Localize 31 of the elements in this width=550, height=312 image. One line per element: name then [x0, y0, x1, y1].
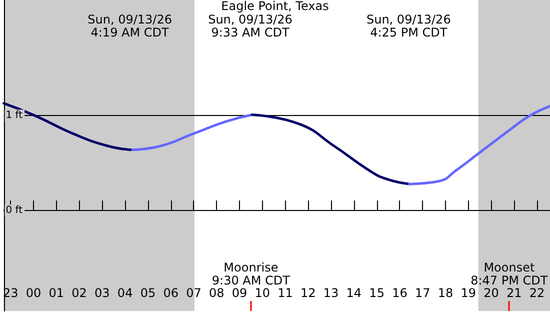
ref-line-label: Moonrise 9:30 AM CDT — [212, 260, 291, 288]
x-tick-label: 09 — [232, 286, 248, 300]
chart-title: Eagle Point, Texas — [221, 0, 329, 13]
x-tick-label: 06 — [163, 286, 178, 300]
x-tick-label: 14 — [346, 286, 362, 300]
x-tick-label: 00 — [26, 286, 42, 300]
x-tick-label: 10 — [254, 286, 270, 300]
x-tick-label: 11 — [278, 286, 293, 300]
x-tick-label: 16 — [392, 286, 408, 300]
x-tick-label: 07 — [186, 286, 202, 300]
x-tick-label: 03 — [94, 286, 110, 300]
x-tick-label: 20 — [484, 286, 499, 300]
x-tick-label: 12 — [300, 286, 316, 300]
x-tick-label: 21 — [506, 286, 522, 300]
annotation: Sun, 09/13/26 4:25 PM CDT — [366, 12, 451, 40]
x-tick-label: 01 — [48, 286, 64, 300]
x-tick-label: 04 — [117, 286, 133, 300]
y-tick-label: 1 ft — [6, 110, 23, 122]
x-tick-label: 19 — [460, 286, 476, 300]
ref-line-label: Moonset 8:47 PM CDT — [470, 260, 548, 288]
y-tick-label: 0 ft — [6, 204, 23, 216]
x-tick-label: 05 — [140, 286, 156, 300]
x-tick-label: 22 — [529, 286, 545, 300]
x-tick-label: 17 — [414, 286, 430, 300]
x-tick-label: 15 — [369, 286, 384, 300]
x-tick-label: 13 — [323, 286, 339, 300]
annotation: Sun, 09/13/26 4:19 AM CDT — [88, 12, 172, 40]
x-tick-label: 02 — [72, 286, 87, 300]
x-tick-label: 08 — [208, 286, 224, 300]
x-tick-label: 18 — [438, 286, 454, 300]
annotation: Sun, 09/13/26 9:33 AM CDT — [208, 12, 292, 40]
